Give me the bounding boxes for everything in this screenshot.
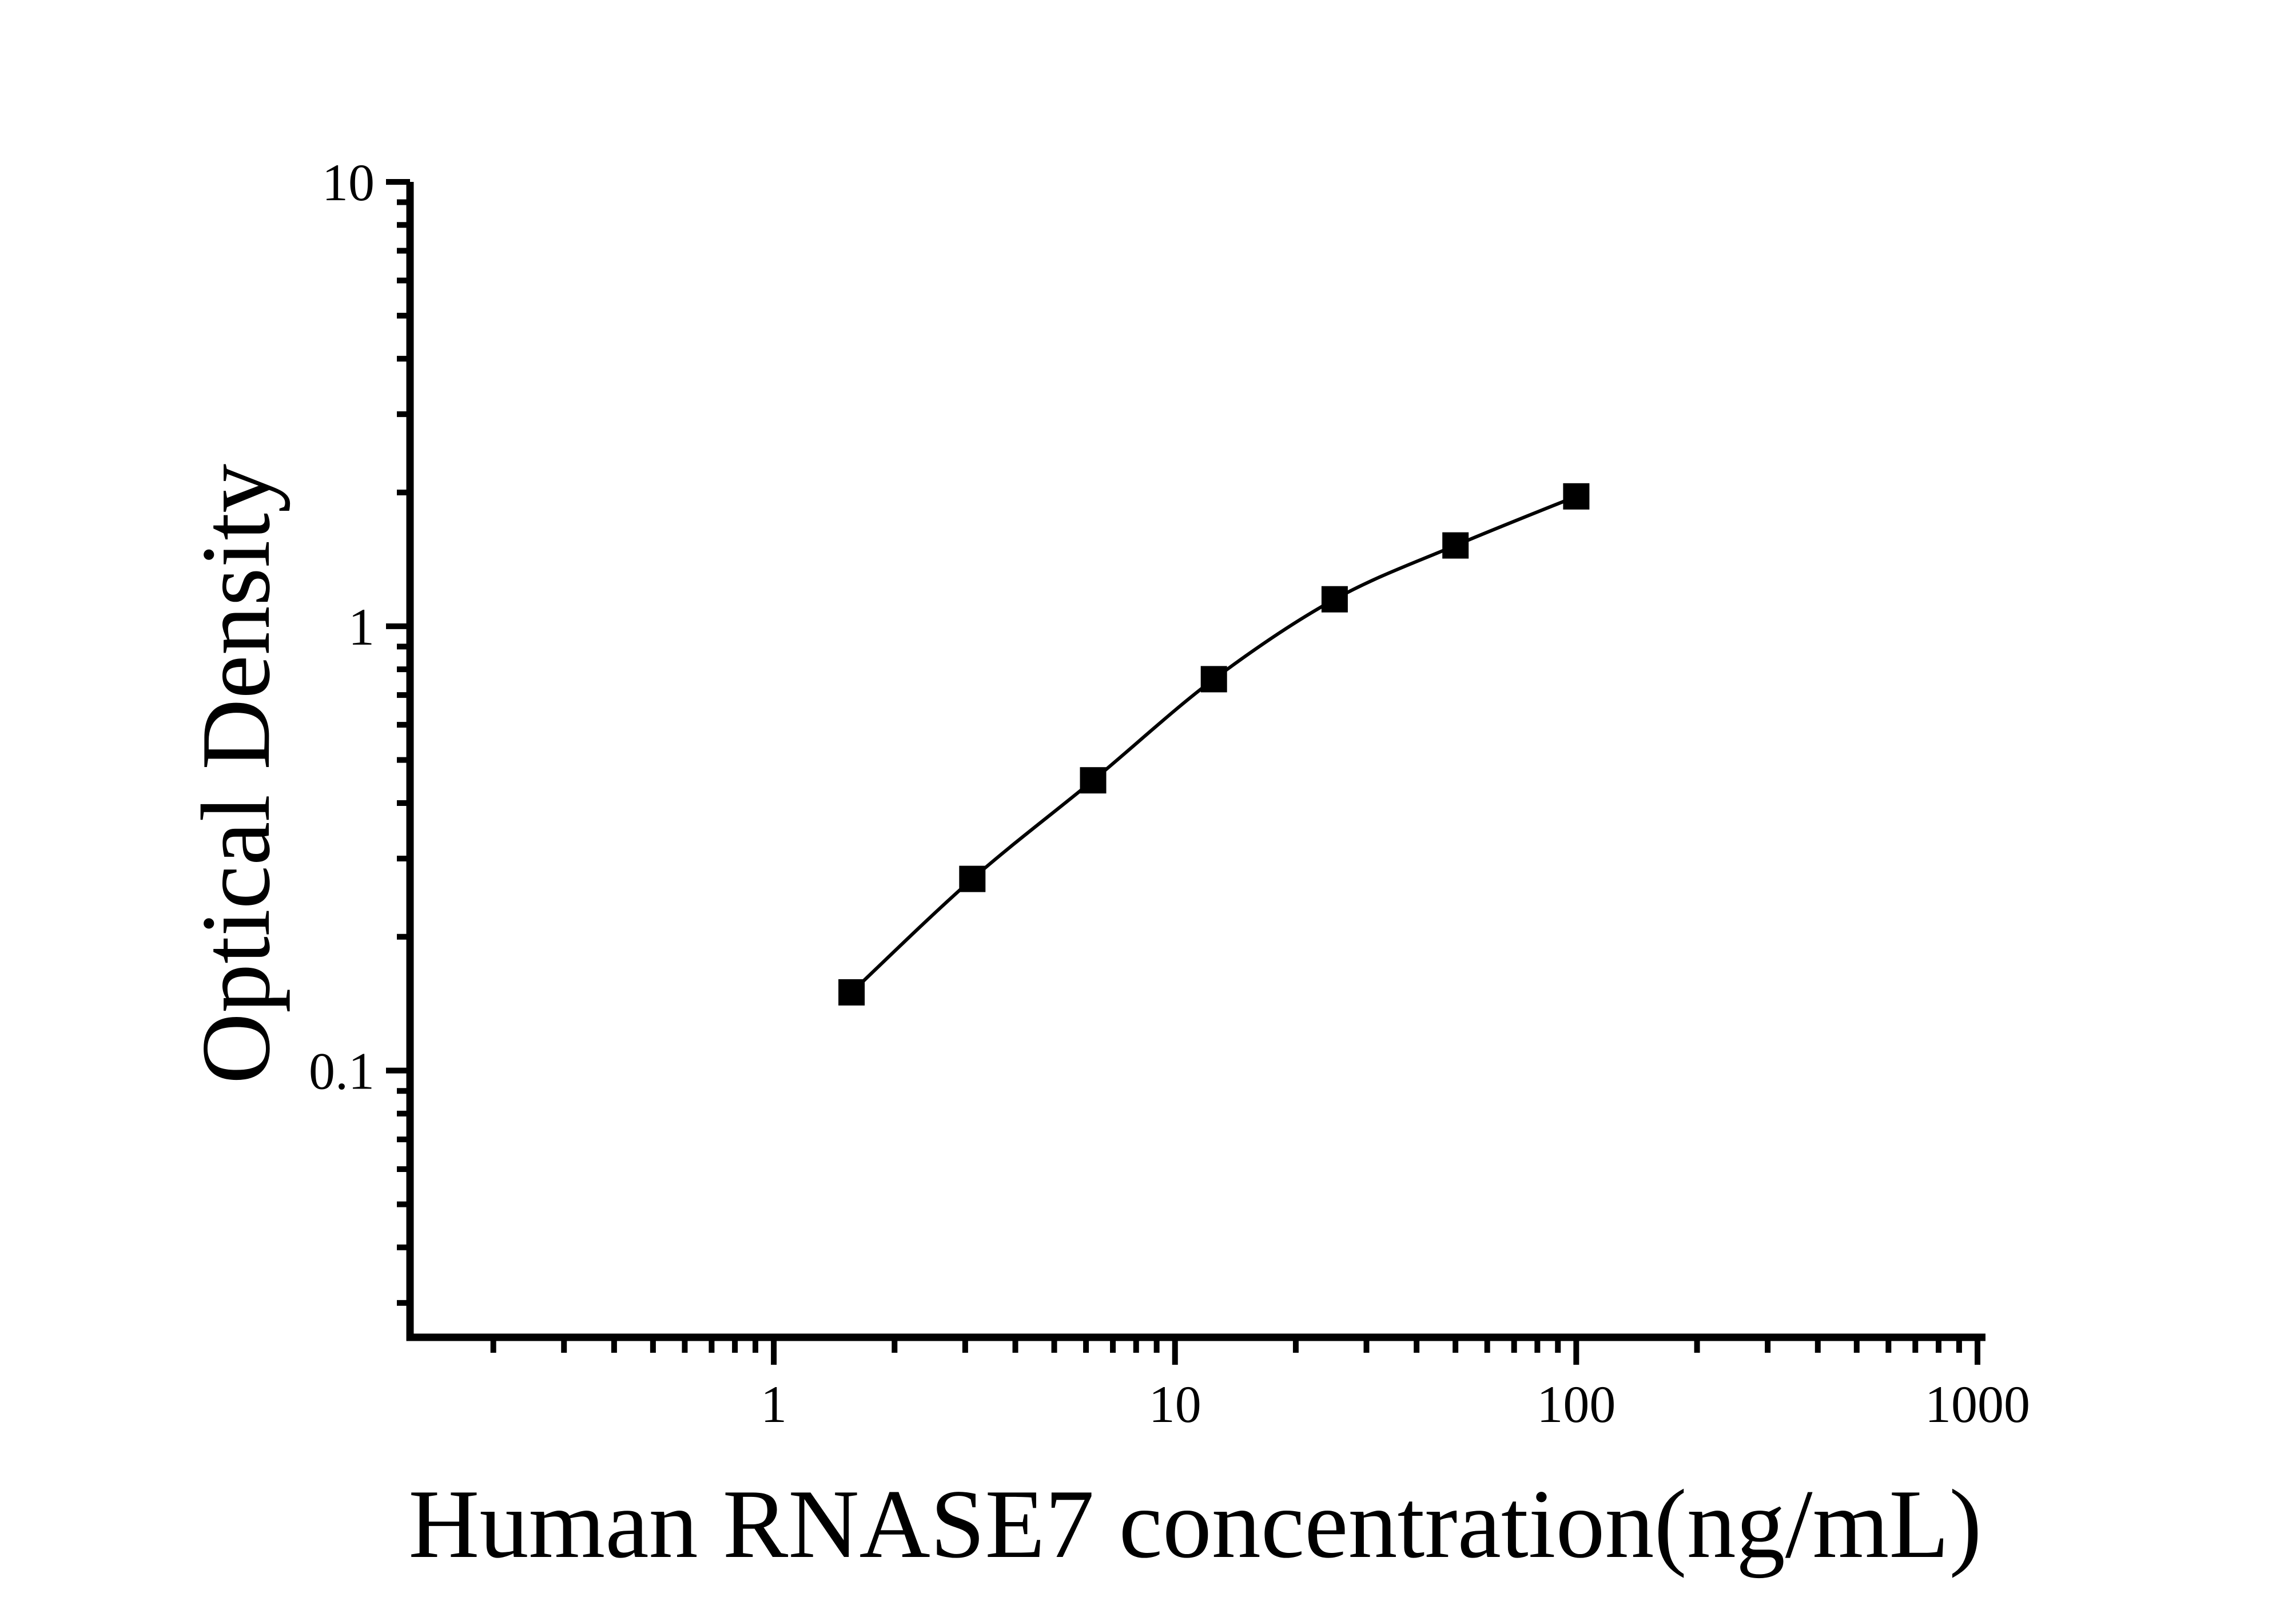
data-marker (1200, 666, 1227, 693)
data-marker (1442, 532, 1469, 559)
data-marker (1080, 767, 1107, 794)
y-tick-label: 1 (348, 598, 375, 656)
y-tick-label: 0.1 (309, 1042, 375, 1101)
y-axis-title: Optical Density (182, 464, 291, 1084)
x-tick-label: 100 (1537, 1375, 1615, 1433)
axis-lines (406, 182, 1985, 1341)
tick-labels-layer: 1 10 100 1000 10 1 0.1 (309, 153, 2030, 1433)
x-tick-label: 1 (761, 1375, 787, 1433)
x-axis-title: Human RNASE7 concentration(ng/mL) (408, 1470, 1981, 1579)
y-tick-label: 10 (322, 153, 375, 212)
data-marker (838, 979, 865, 1006)
data-series-layer (838, 483, 1590, 1006)
data-marker (1321, 586, 1348, 613)
x-tick-label: 1000 (1925, 1375, 2030, 1433)
data-marker (1563, 483, 1590, 510)
x-tick-label: 10 (1149, 1375, 1201, 1433)
data-marker (959, 865, 986, 892)
